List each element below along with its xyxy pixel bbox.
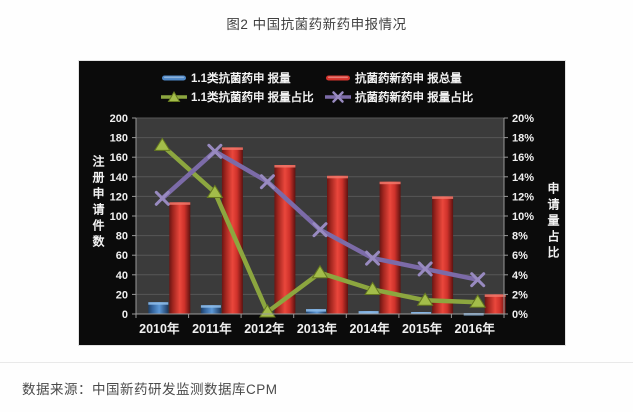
marker-x bbox=[417, 261, 433, 277]
svg-text:8%: 8% bbox=[512, 231, 528, 243]
svg-text:60: 60 bbox=[116, 250, 128, 262]
svg-text:200: 200 bbox=[110, 113, 128, 125]
marker-x bbox=[207, 143, 223, 159]
svg-text:2016年: 2016年 bbox=[455, 321, 496, 336]
legend-row: 1.1类抗菌药申 报量 抗菌药新药申 报总量 bbox=[161, 70, 483, 86]
svg-text:0: 0 bbox=[122, 309, 128, 321]
chart-legend: 1.1类抗菌药申 报量 抗菌药新药申 报总量 1.1类抗菌药申 报量占比 抗菌药新药申… bbox=[79, 70, 565, 105]
bar-red bbox=[169, 202, 191, 314]
marker-triangle bbox=[311, 264, 329, 279]
x-axis-labels: 2010年 2011年 2012年 2013年 2014年 2015年 2016年 bbox=[139, 321, 495, 336]
divider-line bbox=[0, 362, 633, 363]
right-axis-title: 申请量占比 bbox=[546, 182, 560, 262]
svg-text:12%: 12% bbox=[512, 191, 534, 203]
svg-text:20: 20 bbox=[116, 289, 128, 301]
left-axis-title: 注册申请件数 bbox=[91, 155, 105, 251]
svg-text:40: 40 bbox=[116, 270, 128, 282]
marker-triangle bbox=[364, 281, 381, 295]
axes bbox=[132, 117, 508, 318]
svg-text:2%: 2% bbox=[512, 289, 528, 301]
legend-swatch-icon bbox=[161, 91, 187, 102]
marker-triangle bbox=[416, 292, 434, 306]
bar-red bbox=[379, 181, 401, 314]
legend-swatch-icon bbox=[325, 91, 351, 103]
page-title: 图2 中国抗菌药新药申报情况 bbox=[226, 17, 407, 32]
chart-plot: 0 20 40 60 80 100 120 140 160 180 200 0% 2% 4% 6% 8% 10%… bbox=[110, 113, 535, 336]
marker-triangle bbox=[153, 137, 171, 151]
legend-item-2: 1.1类抗菌药申 报量占比 bbox=[161, 89, 325, 105]
svg-text:14%: 14% bbox=[512, 172, 534, 184]
bar-blue bbox=[148, 302, 169, 314]
svg-text:20%: 20% bbox=[512, 113, 534, 125]
svg-text:4%: 4% bbox=[512, 270, 528, 282]
svg-text:2013年: 2013年 bbox=[297, 321, 338, 336]
legend-swatch-icon bbox=[162, 75, 186, 81]
legend-item-3: 抗菌药新药申 报量占比 bbox=[325, 89, 483, 105]
legend-item-0: 1.1类抗菌药申 报量 bbox=[161, 70, 325, 86]
right-tick-labels: 0% 2% 4% 6% 8% 10% 12% 14% 16% 18% 20% bbox=[512, 113, 534, 321]
svg-text:2011年: 2011年 bbox=[192, 321, 232, 336]
marker-x bbox=[312, 222, 328, 238]
bar-red bbox=[432, 196, 454, 314]
svg-text:100: 100 bbox=[110, 211, 128, 223]
legend-label: 抗菌药新药申 报量占比 bbox=[355, 92, 474, 104]
svg-text:6%: 6% bbox=[512, 250, 528, 262]
legend-label: 1.1类抗菌药申 报量 bbox=[191, 73, 291, 85]
svg-text:2014年: 2014年 bbox=[349, 321, 390, 336]
svg-text:120: 120 bbox=[110, 191, 128, 203]
svg-text:0%: 0% bbox=[512, 309, 528, 321]
data-source-note: 数据来源：中国新药研发监测数据库CPM bbox=[22, 382, 278, 397]
line-purple bbox=[154, 143, 486, 288]
marker-x bbox=[259, 174, 275, 190]
marker-x bbox=[365, 250, 381, 266]
legend-label: 抗菌药新药申 报总量 bbox=[355, 73, 462, 85]
legend-swatch-icon bbox=[326, 75, 350, 81]
svg-text:18%: 18% bbox=[512, 133, 534, 145]
svg-text:16%: 16% bbox=[512, 152, 534, 164]
svg-text:2012年: 2012年 bbox=[244, 321, 285, 336]
svg-text:10%: 10% bbox=[512, 211, 534, 223]
svg-text:180: 180 bbox=[110, 133, 128, 145]
svg-text:80: 80 bbox=[116, 231, 128, 243]
chart-panel: 0 20 40 60 80 100 120 140 160 180 200 0% 2% 4% 6% 8% 10%… bbox=[78, 60, 566, 346]
marker-triangle bbox=[206, 184, 224, 198]
legend-item-1: 抗菌药新药申 报总量 bbox=[325, 70, 483, 86]
marker-triangle bbox=[469, 294, 487, 308]
legend-label: 1.1类抗菌药申 报量占比 bbox=[191, 92, 314, 104]
bar-blue bbox=[200, 305, 221, 314]
legend-row: 1.1类抗菌药申 报量占比 抗菌药新药申 报量占比 bbox=[161, 89, 483, 105]
svg-text:2010年: 2010年 bbox=[139, 321, 180, 336]
marker-x bbox=[154, 190, 170, 206]
bar-red bbox=[484, 294, 506, 314]
svg-text:2015年: 2015年 bbox=[402, 321, 443, 336]
svg-text:140: 140 bbox=[110, 172, 128, 184]
svg-text:160: 160 bbox=[110, 152, 128, 164]
marker-x bbox=[470, 272, 486, 288]
left-tick-labels: 0 20 40 60 80 100 120 140 160 180 200 bbox=[110, 113, 128, 321]
